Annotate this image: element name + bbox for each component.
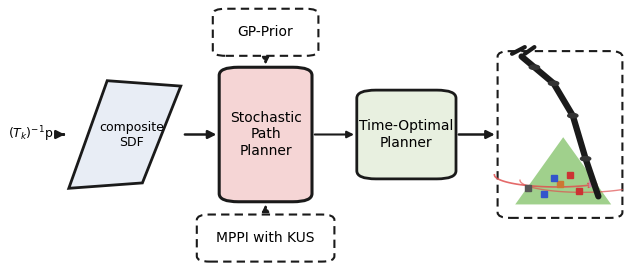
Text: Stochastic
Path
Planner: Stochastic Path Planner	[230, 111, 301, 158]
FancyBboxPatch shape	[219, 67, 312, 202]
Text: MPPI with KUS: MPPI with KUS	[216, 231, 315, 245]
Text: $(T_k)^{-1}$p: $(T_k)^{-1}$p	[8, 125, 53, 144]
Text: GP-Prior: GP-Prior	[237, 25, 294, 39]
Circle shape	[568, 114, 578, 118]
FancyBboxPatch shape	[197, 215, 334, 261]
Circle shape	[548, 81, 559, 86]
FancyBboxPatch shape	[212, 9, 319, 56]
Polygon shape	[69, 81, 180, 188]
Polygon shape	[515, 137, 611, 204]
Circle shape	[580, 157, 591, 161]
FancyBboxPatch shape	[357, 90, 456, 179]
Text: composite
SDF: composite SDF	[99, 121, 164, 148]
Text: Time-Optimal
Planner: Time-Optimal Planner	[359, 119, 454, 150]
FancyBboxPatch shape	[498, 51, 622, 218]
Circle shape	[529, 65, 540, 69]
